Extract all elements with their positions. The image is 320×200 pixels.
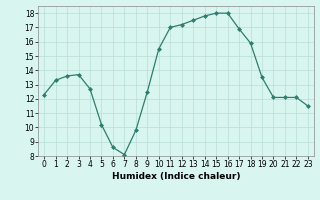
- X-axis label: Humidex (Indice chaleur): Humidex (Indice chaleur): [112, 172, 240, 181]
